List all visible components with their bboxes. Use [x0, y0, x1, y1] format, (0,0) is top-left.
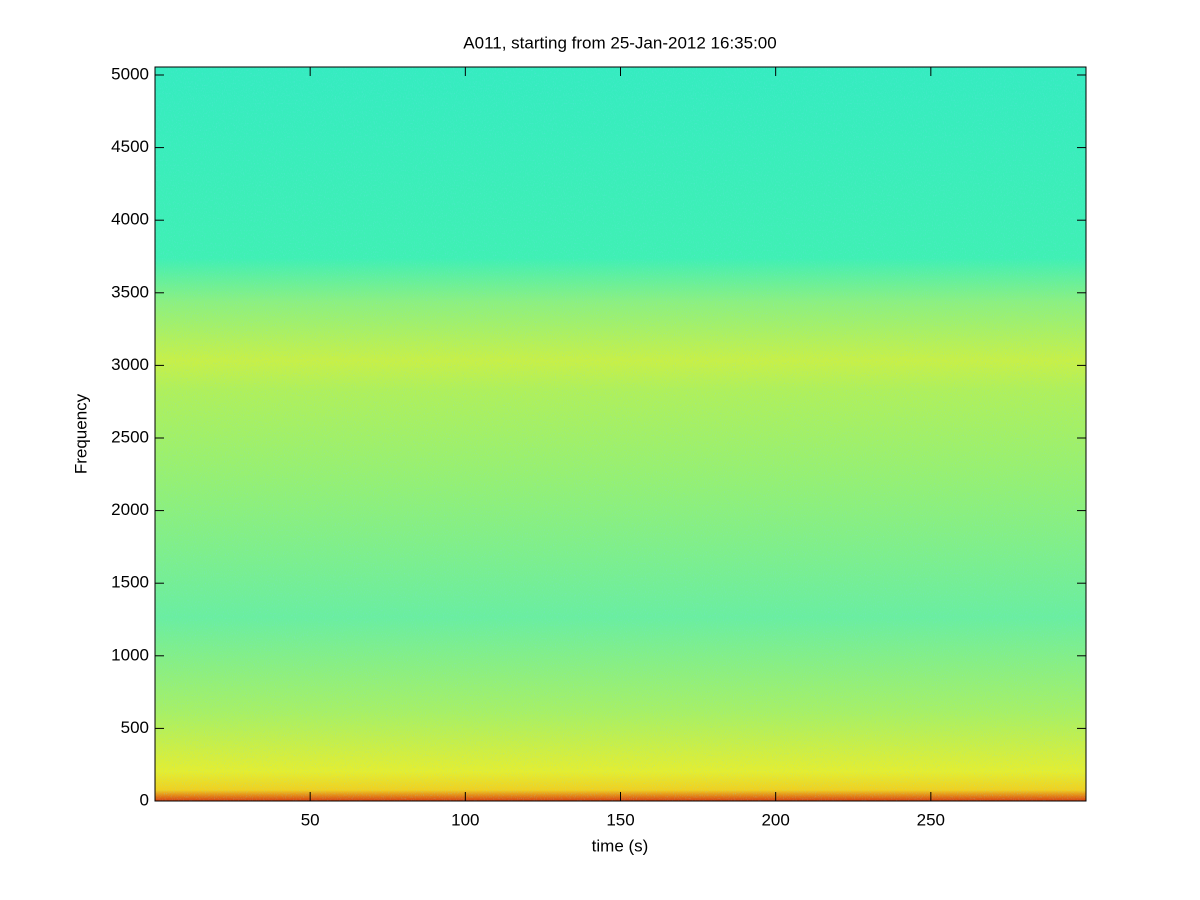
y-tick-label: 0 [140, 790, 149, 809]
x-tick-label: 250 [917, 810, 945, 829]
y-tick-label: 4000 [111, 210, 149, 229]
y-tick-label: 1000 [111, 645, 149, 664]
spectrogram-noise [155, 67, 1086, 801]
y-axis-label: Frequency [71, 393, 90, 474]
chart-title: A011, starting from 25-Jan-2012 16:35:00 [463, 33, 776, 52]
y-tick-label: 1500 [111, 573, 149, 592]
y-tick-label: 3500 [111, 282, 149, 301]
x-tick-label: 100 [451, 810, 479, 829]
y-tick-label: 3000 [111, 355, 149, 374]
x-tick-label: 200 [761, 810, 789, 829]
y-tick-label: 5000 [111, 64, 149, 83]
y-tick-label: 2000 [111, 500, 149, 519]
x-tick-label: 50 [301, 810, 320, 829]
y-tick-label: 500 [121, 718, 149, 737]
x-tick-label: 150 [606, 810, 634, 829]
y-tick-label: 2500 [111, 427, 149, 446]
x-axis-label: time (s) [592, 836, 649, 855]
y-tick-label: 4500 [111, 137, 149, 156]
